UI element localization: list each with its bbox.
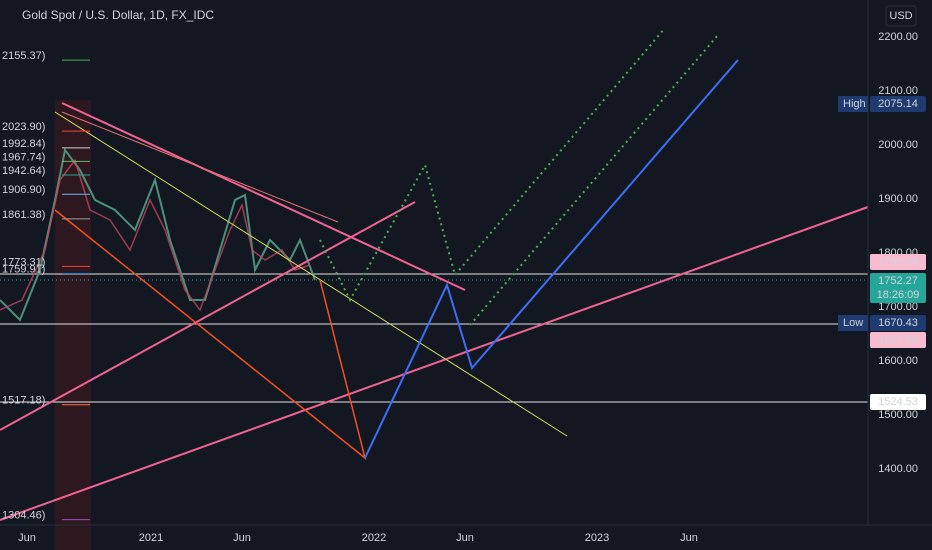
fib-label: 1906.90) — [2, 184, 45, 196]
trend-line — [61, 102, 466, 291]
tag-name: High — [843, 98, 866, 110]
price-tick-label: 1400.00 — [878, 463, 918, 475]
fib-label: 2155.37) — [2, 50, 45, 62]
time-tick-label: Jun — [18, 532, 36, 544]
fib-label: 1304.46) — [2, 509, 45, 521]
time-tick-label: Jun — [456, 532, 474, 544]
price-tag — [870, 273, 926, 303]
time-tick-label: 2021 — [139, 532, 163, 544]
fib-label: 1861.38) — [2, 209, 45, 221]
fib-label: 1759.91) — [2, 264, 45, 276]
price-tick-label: 2200.00 — [878, 31, 918, 43]
chart-title: Gold Spot / U.S. Dollar, 1D, FX_IDC — [22, 8, 214, 22]
time-tick-label: 2022 — [362, 532, 386, 544]
price-tick-label: 2000.00 — [878, 139, 918, 151]
currency-button[interactable] — [885, 5, 917, 27]
countdown: 18:26:09 — [877, 289, 920, 301]
price-tag — [870, 332, 926, 348]
price-history — [0, 147, 316, 322]
price-tag-value: 1667.86 — [878, 334, 918, 346]
currency[interactable]: USD — [889, 10, 912, 22]
tag-name-box — [838, 96, 868, 112]
price-tick-label: 1700.00 — [878, 301, 918, 313]
price-tag — [870, 96, 926, 112]
price-tag-value: 1524.53 — [878, 396, 918, 408]
price-tag — [870, 394, 926, 410]
price-tag-value: 1752.27 — [878, 275, 918, 287]
tag-name: Low — [843, 317, 863, 329]
price-tag-value: 1670.43 — [878, 317, 918, 329]
price-tick-label: 1900.00 — [878, 193, 918, 205]
time-tick-label: 2023 — [585, 532, 609, 544]
trend-line — [0, 206, 869, 521]
price-history — [0, 158, 311, 312]
price-tag-value: 2075.14 — [878, 98, 918, 110]
price-tick-label: 2100.00 — [878, 85, 918, 97]
price-tick-label: 1600.00 — [878, 355, 918, 367]
price-tag — [870, 254, 926, 270]
trend-line — [61, 111, 339, 223]
fib-label: 2023.90) — [2, 121, 45, 133]
highlight-zone — [55, 100, 91, 550]
fib-label: 1967.74) — [2, 151, 45, 163]
price-tag-value: 1759.59 — [878, 256, 918, 268]
price-tag — [870, 315, 926, 331]
price-tick-label: 1500.00 — [878, 409, 918, 421]
trend-line — [0, 201, 416, 431]
projection-path — [364, 59, 739, 459]
fib-label: 1517.18) — [2, 395, 45, 407]
fib-label: 1773.31) — [2, 256, 45, 268]
fib-label: 1942.64) — [2, 165, 45, 177]
time-tick-label: Jun — [680, 532, 698, 544]
tag-name-box — [838, 315, 868, 331]
fib-label: 1992.84) — [2, 138, 45, 150]
trend-line — [54, 111, 568, 437]
time-tick-label: Jun — [233, 532, 251, 544]
